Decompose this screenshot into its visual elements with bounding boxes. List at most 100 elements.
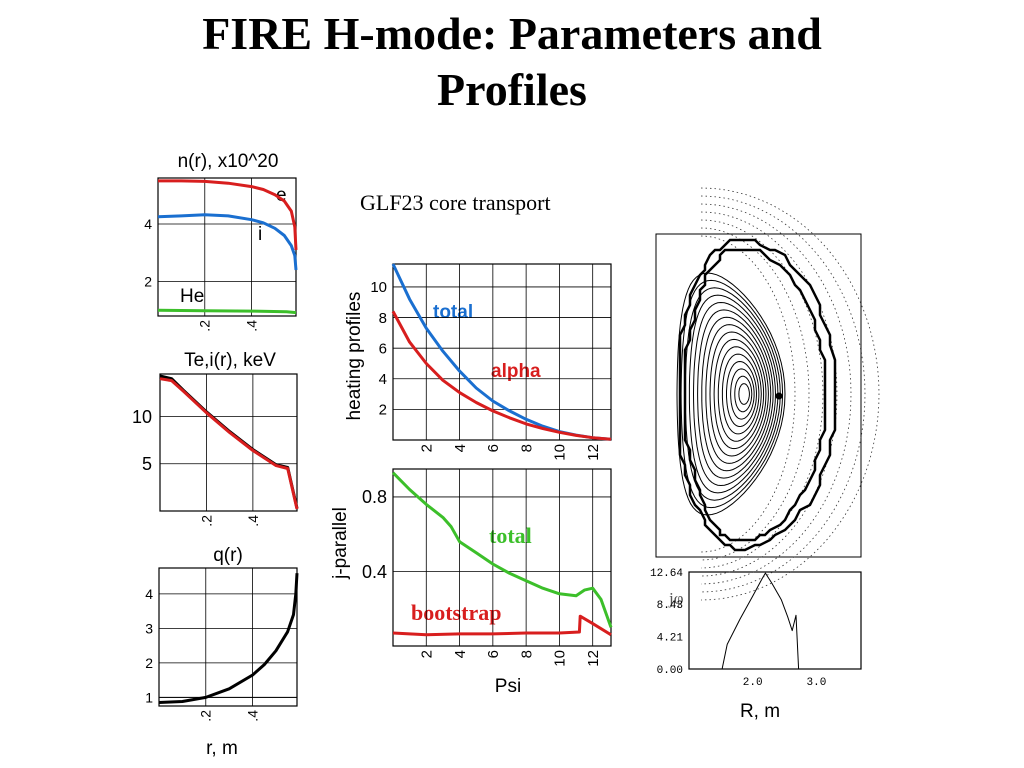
heating-xtick-label: 8 bbox=[518, 444, 535, 452]
heating-chart: 2 4 6 8 10 2 4 6 8 10 12 bbox=[370, 263, 612, 461]
density-title: n(r), x10^20 bbox=[178, 151, 279, 172]
temperature-xtick-label: .4 bbox=[245, 515, 261, 527]
title-line-2: Profiles bbox=[437, 64, 587, 115]
legend-i: i bbox=[258, 224, 262, 245]
safety_factor-ytick-label: 3 bbox=[145, 620, 153, 636]
equilibrium-flux-plot bbox=[655, 187, 880, 601]
jphi-ytick-label: 8.43 bbox=[657, 600, 683, 612]
current-xtick-label: 2 bbox=[419, 650, 436, 658]
flux-surface bbox=[676, 272, 786, 516]
temperature-frame bbox=[159, 373, 298, 512]
flux-surface bbox=[726, 360, 758, 428]
jphi-ytick-label: 0.00 bbox=[657, 665, 683, 677]
current-series-bootstrap bbox=[392, 614, 612, 637]
x-point-marker bbox=[775, 392, 783, 400]
legend-heating-alpha: alpha bbox=[491, 361, 541, 382]
jphi-xtick-label: 2.0 bbox=[743, 677, 763, 689]
flux-surface bbox=[713, 338, 765, 450]
density-chart: 2 4 .2 .4 bbox=[144, 177, 298, 332]
title-line-1: FIRE H-mode: Parameters and bbox=[202, 8, 822, 59]
flux-surface bbox=[734, 375, 753, 413]
heating-ytick-label: 2 bbox=[379, 402, 387, 419]
subtitle: GLF23 core transport bbox=[360, 190, 551, 215]
temperature-title: Te,i(r), keV bbox=[184, 350, 276, 371]
jphi-series-jphi bbox=[721, 572, 800, 670]
jphi-ytick-label: 12.64 bbox=[650, 568, 683, 580]
heating-ytick-label: 4 bbox=[379, 371, 387, 388]
vacuum-flux-contour bbox=[700, 211, 838, 577]
vacuum-flux-contour bbox=[700, 187, 880, 601]
safety_factor-series-q bbox=[158, 573, 299, 704]
current-ylabel: j-parallel bbox=[330, 507, 351, 580]
safety_factor-ytick-label: 4 bbox=[145, 586, 153, 602]
current-chart: 0.4 0.8 2 4 6 8 10 12 bbox=[362, 468, 613, 667]
legend-current-total: total bbox=[489, 523, 532, 548]
jphi-chart: 0.00 4.21 8.43 12.64 2.0 3.0 bbox=[650, 568, 862, 689]
flux-surface bbox=[692, 301, 777, 487]
current-xtick-label: 8 bbox=[518, 650, 535, 658]
current-frame bbox=[392, 468, 612, 647]
heating-ytick-label: 6 bbox=[379, 340, 387, 357]
flux-surface bbox=[738, 383, 750, 405]
jphi-xlabel: R, m bbox=[740, 701, 780, 722]
density-series-he bbox=[157, 308, 297, 315]
heating-ytick-label: 8 bbox=[379, 310, 387, 327]
heating-series-alpha bbox=[391, 310, 612, 441]
current-xtick-label: 6 bbox=[485, 650, 502, 658]
density-ytick-label: 2 bbox=[144, 273, 152, 289]
density-xtick-label: .4 bbox=[243, 320, 259, 332]
current-ytick-label: 0.8 bbox=[362, 487, 387, 507]
density-series-e bbox=[158, 179, 298, 250]
current-series-total bbox=[391, 471, 613, 628]
heating-xtick-label: 12 bbox=[585, 444, 602, 461]
current-xtick-label: 10 bbox=[552, 650, 569, 667]
flux-surface bbox=[701, 316, 772, 472]
temperature-series-ti bbox=[159, 377, 299, 510]
current-ytick-label: 0.4 bbox=[362, 562, 387, 582]
jphi-xtick-label: 3.0 bbox=[807, 677, 827, 689]
legend-e: e bbox=[276, 185, 287, 206]
flux-surface bbox=[721, 353, 760, 435]
safety_factor-ytick-label: 1 bbox=[145, 689, 153, 705]
heating-xtick-label: 4 bbox=[452, 444, 469, 452]
safety-factor-xlabel: r, m bbox=[206, 738, 238, 759]
legend-current-bootstrap: bootstrap bbox=[411, 600, 501, 625]
density-ytick-label: 4 bbox=[144, 216, 152, 232]
flux-surface bbox=[705, 324, 769, 464]
flux-surface bbox=[684, 287, 781, 501]
legend-he: He bbox=[180, 286, 204, 307]
safety_factor-chart: 1 2 3 4 .2 .4 bbox=[145, 567, 299, 722]
heating-xtick-label: 10 bbox=[552, 444, 569, 461]
heating-ytick-label: 10 bbox=[370, 279, 387, 296]
temperature-ytick-label: 5 bbox=[142, 454, 152, 474]
current-xlabel: Psi bbox=[495, 676, 521, 697]
flux-surface bbox=[717, 346, 762, 442]
vacuum-flux-contour bbox=[700, 203, 852, 585]
flux-surface bbox=[688, 294, 779, 494]
heating-xtick-label: 2 bbox=[419, 444, 436, 452]
density-series-i bbox=[157, 213, 298, 271]
legend-heating-total: total bbox=[433, 302, 473, 323]
safety_factor-ytick-label: 2 bbox=[145, 655, 153, 671]
density-xtick-label: .2 bbox=[197, 320, 213, 332]
flux-surface bbox=[709, 331, 767, 457]
heating-frame bbox=[392, 263, 612, 441]
flux-surface bbox=[730, 368, 755, 420]
vessel-wall bbox=[678, 238, 837, 552]
temperature-series-te bbox=[159, 374, 299, 509]
flux-surface bbox=[680, 279, 784, 509]
page-title: FIRE H-mode: Parameters and Profiles bbox=[0, 6, 1024, 118]
jphi-ytick-label: 4.21 bbox=[657, 633, 684, 645]
vacuum-flux-contour bbox=[700, 195, 866, 593]
current-xtick-label: 4 bbox=[452, 650, 469, 658]
heating-ylabel: heating profiles bbox=[344, 292, 365, 421]
current-xtick-label: 12 bbox=[585, 650, 602, 667]
heating-series-total bbox=[391, 263, 612, 441]
safety_factor-frame bbox=[158, 567, 298, 707]
safety_factor-xtick-label: .4 bbox=[244, 710, 260, 722]
jphi-annotation: jφ bbox=[668, 589, 684, 608]
temperature-chart: 5 10 .2 .4 bbox=[132, 373, 299, 527]
safety_factor-xtick-label: .2 bbox=[198, 710, 214, 722]
heating-xtick-label: 6 bbox=[485, 444, 502, 452]
